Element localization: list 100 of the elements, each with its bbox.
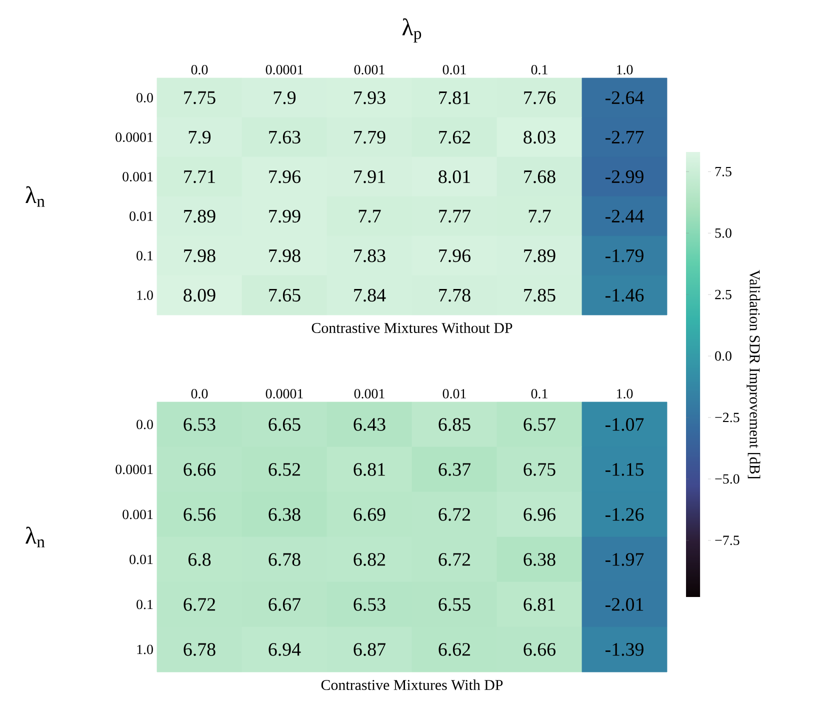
data-label: 6.94 (268, 643, 301, 656)
data-label: 6.37 (438, 463, 471, 476)
data-label: 6.53 (354, 598, 386, 611)
data-label: 6.52 (268, 463, 300, 476)
data-label: 7.75 (184, 91, 216, 104)
y-tick-label: 0.0001 (116, 132, 153, 142)
color-bar-label: 5.0 (715, 228, 732, 238)
data-label: 7.96 (439, 249, 470, 262)
data-label: -1.79 (605, 249, 644, 262)
color-bar-label: 0.0 (715, 351, 732, 361)
x-tick-label: 1.0 (617, 65, 633, 74)
data-label: 6.53 (184, 418, 216, 431)
data-label: 7.98 (184, 249, 216, 262)
data-label: 7.7 (528, 210, 551, 223)
data-label: 8.03 (524, 130, 556, 144)
data-label: 7.98 (269, 249, 300, 262)
x-tick-label: 1.0 (617, 389, 633, 398)
data-label: 7.78 (439, 288, 470, 302)
color-bar-label: −7.5 (715, 536, 740, 546)
text: Contrastive Mixtures Without DP (312, 322, 512, 334)
y-axis-title: λ$_{n}$ (26, 526, 45, 548)
color-bar-label: 2.5 (715, 290, 732, 300)
data-label: 6.56 (184, 508, 216, 521)
y-tick-label: 0.0 (136, 93, 153, 102)
data-label: 7.9 (188, 130, 211, 144)
data-label: 7.7 (358, 210, 381, 223)
data-label: 6.75 (524, 463, 556, 476)
data-label: 6.65 (268, 418, 300, 431)
data-label: 6.78 (184, 643, 216, 656)
x-tick-label: 0.01 (442, 65, 466, 74)
data-label: 6.85 (438, 418, 470, 431)
data-label: 7.91 (354, 170, 385, 184)
data-label: -2.99 (605, 170, 644, 184)
color-bar-label: −2.5 (715, 412, 740, 422)
data-label: -1.15 (605, 463, 644, 476)
data-label: 6.81 (524, 598, 555, 611)
data-label: 6.96 (524, 508, 556, 521)
data-label: -1.97 (605, 553, 644, 566)
x-tick-label: 0.1 (531, 65, 548, 74)
data-label: 7.81 (439, 91, 470, 104)
text: Contrastive Mixtures With DP (321, 680, 503, 690)
data-label: 6.55 (438, 598, 470, 611)
data-label: -1.39 (605, 643, 644, 656)
x-tick-label: 0.01 (442, 389, 466, 398)
data-label: 6.67 (268, 598, 301, 611)
x-axis-title: λ$_{p}$ (402, 18, 422, 42)
data-label: 6.43 (354, 418, 386, 431)
x-tick-label: 0.0 (191, 65, 208, 74)
color-bar-label: −5.0 (715, 474, 740, 484)
data-label: 7.71 (184, 170, 215, 184)
y-tick-label: 0.01 (130, 554, 153, 564)
data-label: 7.63 (269, 130, 300, 144)
y-tick-label: 1.0 (137, 290, 153, 300)
data-label: -1.26 (605, 508, 644, 521)
color-bar-title: Validation SDR Improvement [dB] (746, 270, 760, 478)
y-tick-label: 0.001 (122, 510, 153, 520)
data-label: 6.81 (354, 463, 385, 476)
x-tick-label: 0.0001 (266, 65, 303, 74)
y-tick-label: 0.0 (136, 420, 153, 430)
data-label: 7.84 (354, 288, 386, 302)
data-label: 7.9 (274, 91, 296, 104)
data-label: 7.77 (439, 210, 471, 223)
data-label: 6.57 (524, 418, 556, 431)
data-label: 6.66 (184, 463, 216, 476)
data-label: 6.87 (354, 643, 386, 656)
data-label: 7.62 (439, 130, 470, 144)
data-label: 7.83 (354, 249, 386, 262)
data-label: -1.46 (605, 288, 644, 302)
y-axis-title: λ$_{n}$ (26, 186, 45, 207)
data-label: 6.38 (524, 553, 556, 566)
data-label: 6.38 (268, 508, 300, 521)
data-label: 6.78 (268, 553, 300, 566)
data-label: 7.93 (354, 91, 386, 104)
x-tick-label: 0.0001 (266, 389, 303, 398)
data-label: 7.85 (524, 288, 556, 302)
data-label: 7.68 (524, 170, 556, 184)
data-label: 8.09 (184, 288, 216, 302)
x-tick-label: 0.1 (531, 389, 548, 398)
data-label: 6.66 (524, 643, 556, 656)
data-label: -1.07 (605, 418, 644, 431)
data-label: 8.01 (438, 170, 470, 184)
x-tick-label: 0.001 (354, 389, 384, 398)
y-tick-label: 0.01 (130, 212, 153, 221)
data-label: 7.89 (524, 249, 556, 262)
data-label: 6.72 (438, 508, 470, 521)
y-tick-label: 0.1 (136, 251, 153, 260)
y-tick-label: 0.001 (122, 172, 153, 182)
y-tick-label: 1.0 (137, 644, 153, 654)
color-bar-label: 7.5 (715, 166, 732, 176)
data-label: 6.8 (188, 553, 211, 566)
data-label: 7.76 (524, 91, 556, 104)
data-label: -2.44 (605, 210, 644, 223)
data-label: -2.77 (605, 130, 644, 144)
data-label: 6.69 (354, 508, 386, 521)
data-label: -2.01 (605, 598, 644, 611)
y-tick-label: 0.1 (136, 600, 153, 610)
data-label: 7.65 (269, 288, 300, 302)
x-tick-label: 0.001 (354, 65, 384, 74)
data-label: 7.99 (269, 210, 300, 223)
data-label: 6.82 (354, 553, 386, 566)
